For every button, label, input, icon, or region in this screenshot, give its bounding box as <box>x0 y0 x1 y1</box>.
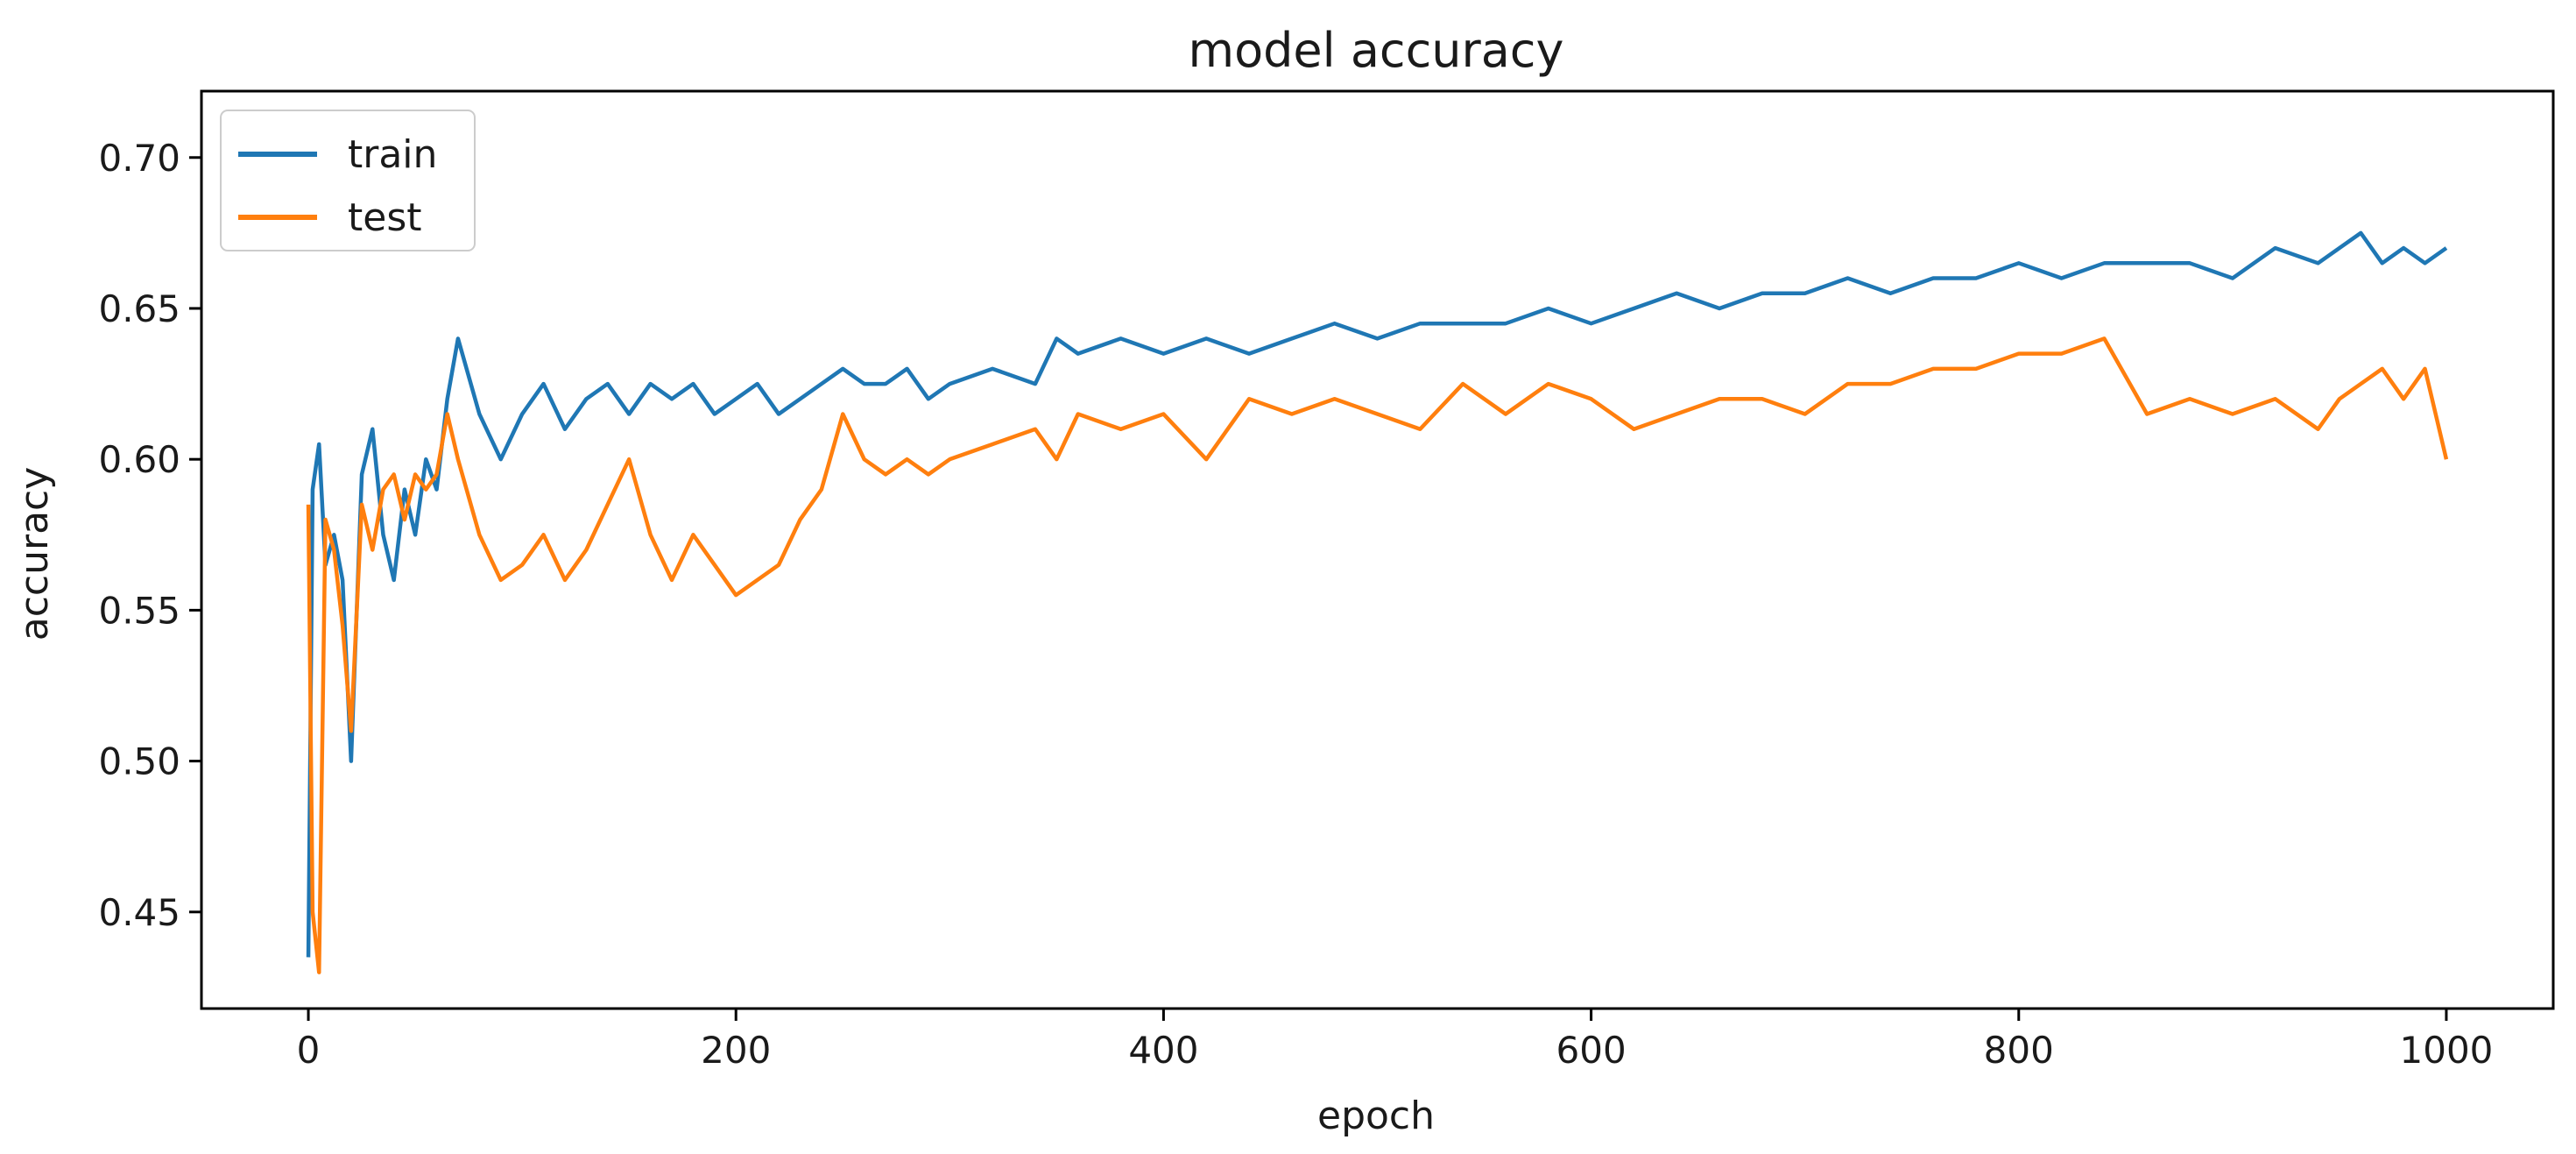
x-tick-label: 400 <box>1128 1029 1198 1072</box>
y-axis-label: accuracy <box>12 467 57 641</box>
x-axis-ticks: 0 200 400 600 800 1000 <box>297 1009 2494 1072</box>
legend-label-train: train <box>348 132 437 177</box>
plot-frame <box>200 89 2555 1010</box>
y-axis-ticks: 0.45 0.50 0.55 0.60 0.65 0.70 <box>98 137 201 934</box>
legend: train test <box>220 110 476 251</box>
plot-area <box>200 89 2555 1010</box>
x-tick-label: 0 <box>297 1029 321 1072</box>
x-tick-label: 1000 <box>2400 1029 2494 1072</box>
y-tick-label: 0.50 <box>98 740 180 783</box>
x-tick-label: 800 <box>1984 1029 2054 1072</box>
legend-label-test: test <box>348 195 422 240</box>
y-tick-label: 0.60 <box>98 438 180 481</box>
x-tick-label: 600 <box>1556 1029 1627 1072</box>
series-layer <box>306 230 2449 974</box>
y-tick-label: 0.45 <box>98 891 180 934</box>
y-tick-label: 0.70 <box>98 137 180 180</box>
series-line-test <box>306 336 2449 974</box>
x-tick-label: 200 <box>701 1029 771 1072</box>
x-axis-label: epoch <box>1317 1094 1435 1138</box>
y-tick-label: 0.65 <box>98 287 180 330</box>
series-line-train <box>306 230 2448 958</box>
y-tick-label: 0.55 <box>98 589 180 632</box>
chart-title: model accuracy <box>1189 23 1564 78</box>
